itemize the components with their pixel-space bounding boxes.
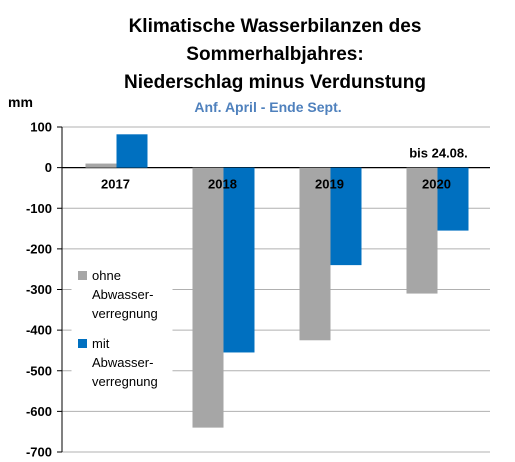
chart-title-line-2: Sommerhalbjahres: (186, 44, 363, 65)
bar-2018-series-1 (192, 167, 224, 428)
category-label-2017: 2017 (101, 177, 130, 192)
bar-2020-series-1 (406, 167, 438, 294)
legend-swatch-series-1 (78, 271, 87, 280)
y-tick-label: -600 (26, 404, 52, 419)
bar-2019-series-2 (330, 167, 362, 266)
y-tick-label: -700 (26, 445, 52, 460)
bar-2017-series-1 (85, 163, 117, 168)
category-labels: 2017 2018 2019 2020 (101, 177, 451, 192)
y-tick-label: -200 (26, 241, 52, 256)
bar-2017-series-2 (116, 134, 148, 168)
chart-title-line-3: Niederschlag minus Verdunstung (124, 72, 426, 93)
bar-2019-series-1 (299, 167, 331, 341)
category-label-2019: 2019 (315, 177, 344, 192)
legend-label-series-2: verregnung (92, 374, 158, 389)
legend-label-series-2: Abwasser- (92, 355, 153, 370)
legend-label-series-1: Abwasser- (92, 287, 153, 302)
bars (85, 134, 469, 428)
legend-swatch-series-2 (78, 339, 87, 348)
legend: ohne Abwasser-verregnung mit Abwasser-verre… (71, 261, 173, 393)
y-axis-unit: mm (8, 94, 33, 110)
category-label-2020: 2020 (422, 177, 451, 192)
category-label-2018: 2018 (208, 177, 237, 192)
chart-title-line-1: Klimatische Wasserbilanzen des (129, 16, 422, 37)
y-tick-label: -100 (26, 201, 52, 216)
legend-label-series-1: verregnung (92, 306, 158, 321)
y-tick-label: -300 (26, 282, 52, 297)
y-tick-label: -500 (26, 363, 52, 378)
bar-2018-series-2 (223, 167, 255, 353)
y-tick-label: 0 (45, 160, 52, 175)
y-tick-label: -400 (26, 323, 52, 338)
legend-box (71, 261, 173, 393)
chart-subtitle: Anf. April - Ende Sept. (194, 99, 341, 115)
y-axis: 100 0 -100 -200 -300 -400 -500 -600 -700 (26, 120, 63, 460)
y-tick-label: 100 (30, 120, 52, 135)
bar-2020-series-2 (437, 167, 469, 231)
annotations: bis 24.08. (409, 146, 468, 161)
annotation-text: bis 24.08. (409, 146, 468, 161)
legend-label-series-1: ohne (92, 268, 121, 283)
legend-label-series-2: mit (92, 336, 110, 351)
